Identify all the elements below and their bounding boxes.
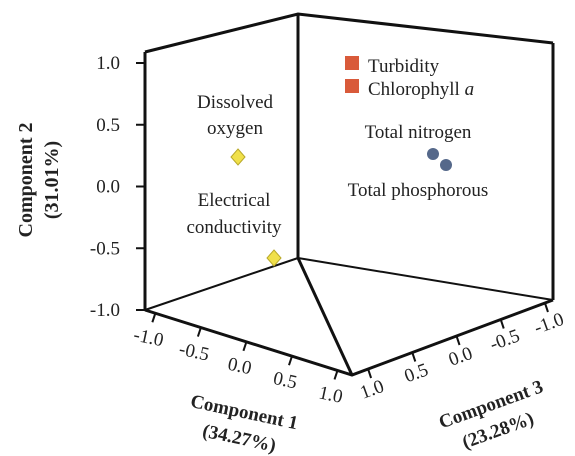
z-tick-mark — [499, 319, 505, 329]
z-tick-mark — [367, 368, 373, 379]
marker-dissolved-oxygen — [230, 148, 246, 166]
point-label-dissolved-oxygen-2: oxygen — [207, 118, 263, 139]
x-tick-label: -1.0 — [132, 324, 166, 351]
x-tick-mark — [333, 370, 339, 380]
x-tick-label: 0.0 — [226, 354, 254, 379]
x-tick-mark — [151, 312, 157, 323]
x-tick-label: 1.0 — [317, 382, 345, 407]
z-tick-label: 0.0 — [446, 343, 476, 371]
point-label-dissolved-oxygen-1: Dissolved — [197, 92, 274, 113]
y-axis-variance: (31.01%) — [41, 141, 63, 219]
x-axis-ticks: -1.0 -0.5 0.0 0.5 1.0 — [132, 312, 345, 408]
x-tick-label: -0.5 — [177, 339, 211, 366]
y-axis-title: Component 2 — [15, 122, 37, 237]
x-tick-mark — [242, 341, 248, 352]
y-tick-label: 0.5 — [96, 115, 120, 136]
point-label-chlorophyll: Chlorophyll a — [368, 79, 474, 100]
x-tick-label: 0.5 — [271, 368, 299, 393]
point-markers — [230, 56, 452, 267]
y-tick-label: 1.0 — [96, 53, 120, 74]
y-tick-label: 0.0 — [96, 177, 120, 198]
marker-turbidity — [345, 56, 359, 70]
z-tick-mark — [411, 352, 417, 362]
x-tick-mark — [288, 355, 293, 366]
marker-chlorophyll — [345, 79, 359, 93]
axis-box — [143, 12, 555, 377]
z-tick-label: 0.5 — [402, 359, 432, 387]
point-label-electrical-conductivity-2: conductivity — [187, 217, 282, 238]
z-tick-label: -0.5 — [487, 325, 522, 355]
marker-total-nitrogen — [427, 148, 439, 160]
point-label-electrical-conductivity-1: Electrical — [198, 190, 271, 211]
y-tick-label: -0.5 — [90, 238, 120, 259]
z-tick-label: 1.0 — [357, 376, 387, 404]
marker-electrical-conductivity — [266, 249, 282, 267]
point-label-total-phosphorous: Total phosphorous — [348, 180, 489, 201]
y-axis-ticks: 1.0 0.5 0.0 -0.5 -1.0 — [90, 53, 145, 321]
z-tick-label: -1.0 — [531, 309, 566, 339]
marker-total-phosphorous — [440, 159, 452, 171]
y-tick-label: -1.0 — [90, 300, 120, 321]
point-label-total-nitrogen: Total nitrogen — [365, 122, 472, 143]
point-label-turbidity: Turbidity — [368, 56, 440, 77]
z-tick-mark — [455, 335, 461, 346]
x-tick-mark — [196, 327, 202, 337]
z-tick-mark — [544, 302, 549, 313]
point-labels: Dissolved oxygen Electrical conductivity… — [187, 56, 489, 238]
